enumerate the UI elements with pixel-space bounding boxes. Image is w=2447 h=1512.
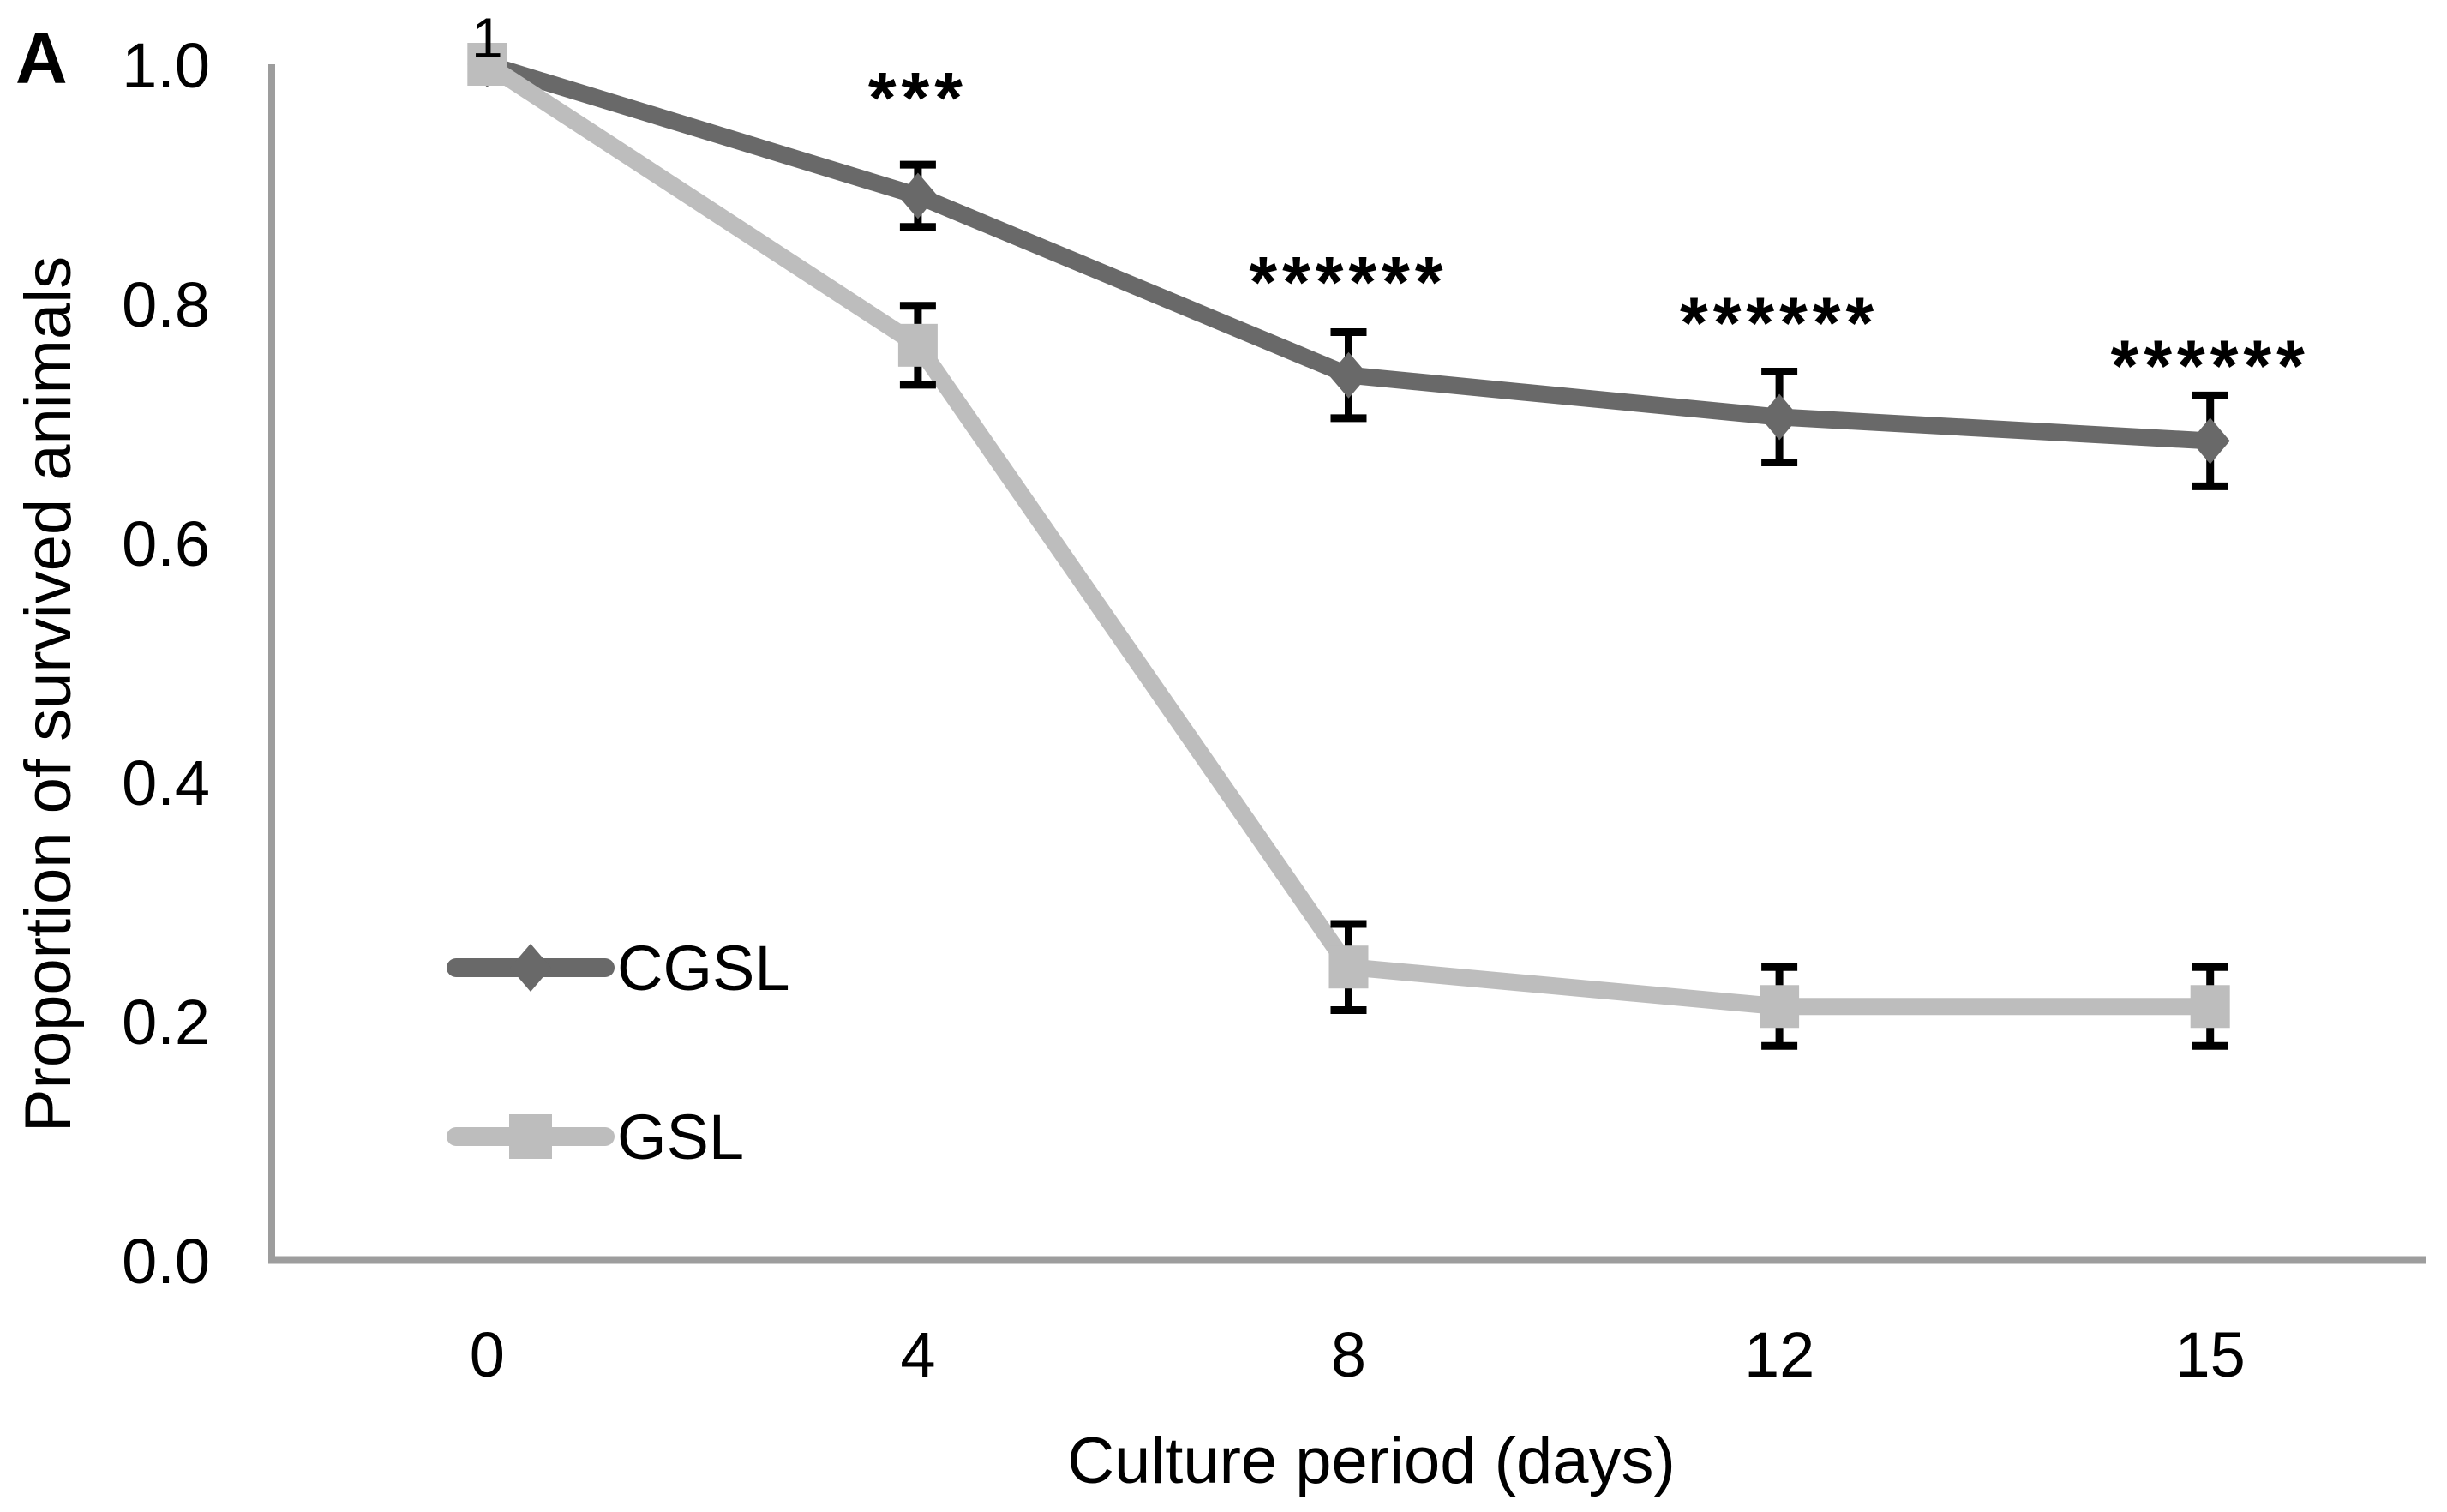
panel-label: A <box>15 18 68 99</box>
legend-label-cgsl: CGSL <box>617 933 790 1004</box>
legend-item-gsl: GSL <box>447 1101 744 1173</box>
y-tick-label-0.4: 0.4 <box>122 747 210 819</box>
point-marker-square <box>1328 945 1369 989</box>
series-gsl-line <box>478 56 2219 1016</box>
y-tick-label-0.8: 0.8 <box>122 269 210 340</box>
significance-annotation: *** <box>868 57 968 138</box>
legend-square-marker <box>509 1114 552 1159</box>
point-data-label: 1 <box>471 6 503 69</box>
legend-diamond-marker <box>510 944 551 992</box>
point-marker-square <box>1760 985 1800 1029</box>
significance-annotation: ****** <box>1680 282 1879 363</box>
point-marker-square <box>897 323 938 367</box>
significance-annotation: ****** <box>1249 242 1448 322</box>
x-tick-label-15: 15 <box>2175 1319 2246 1390</box>
legend: CGSL GSL <box>447 933 790 1173</box>
x-tick-label-8: 8 <box>1331 1319 1366 1390</box>
point-marker-square <box>2190 985 2230 1029</box>
significance-annotation: ****** <box>2111 326 2310 406</box>
legend-item-cgsl: CGSL <box>447 933 790 1004</box>
point-marker-diamond <box>897 172 938 219</box>
series-cgsl <box>467 41 2230 490</box>
point-marker-diamond <box>2190 417 2230 465</box>
y-tick-label-0.6: 0.6 <box>122 508 210 579</box>
point-marker-diamond <box>1760 393 1800 441</box>
y-tick-label-1.0: 1.0 <box>122 30 210 101</box>
point-marker-diamond <box>1328 351 1369 399</box>
y-tick-label-0.2: 0.2 <box>122 987 210 1058</box>
y-axis-title: Proportion of survived animals <box>12 256 85 1132</box>
y-tick-label-0.0: 0.0 <box>122 1226 210 1297</box>
series-gsl <box>467 43 2230 1050</box>
x-axis-title: Culture period (days) <box>1067 1425 1676 1497</box>
point-marker-square <box>467 43 507 86</box>
x-tick-label-0: 0 <box>470 1319 505 1390</box>
x-tick-label-12: 12 <box>1744 1319 1814 1390</box>
x-tick-label-4: 4 <box>900 1319 935 1390</box>
legend-label-gsl: GSL <box>617 1101 744 1173</box>
